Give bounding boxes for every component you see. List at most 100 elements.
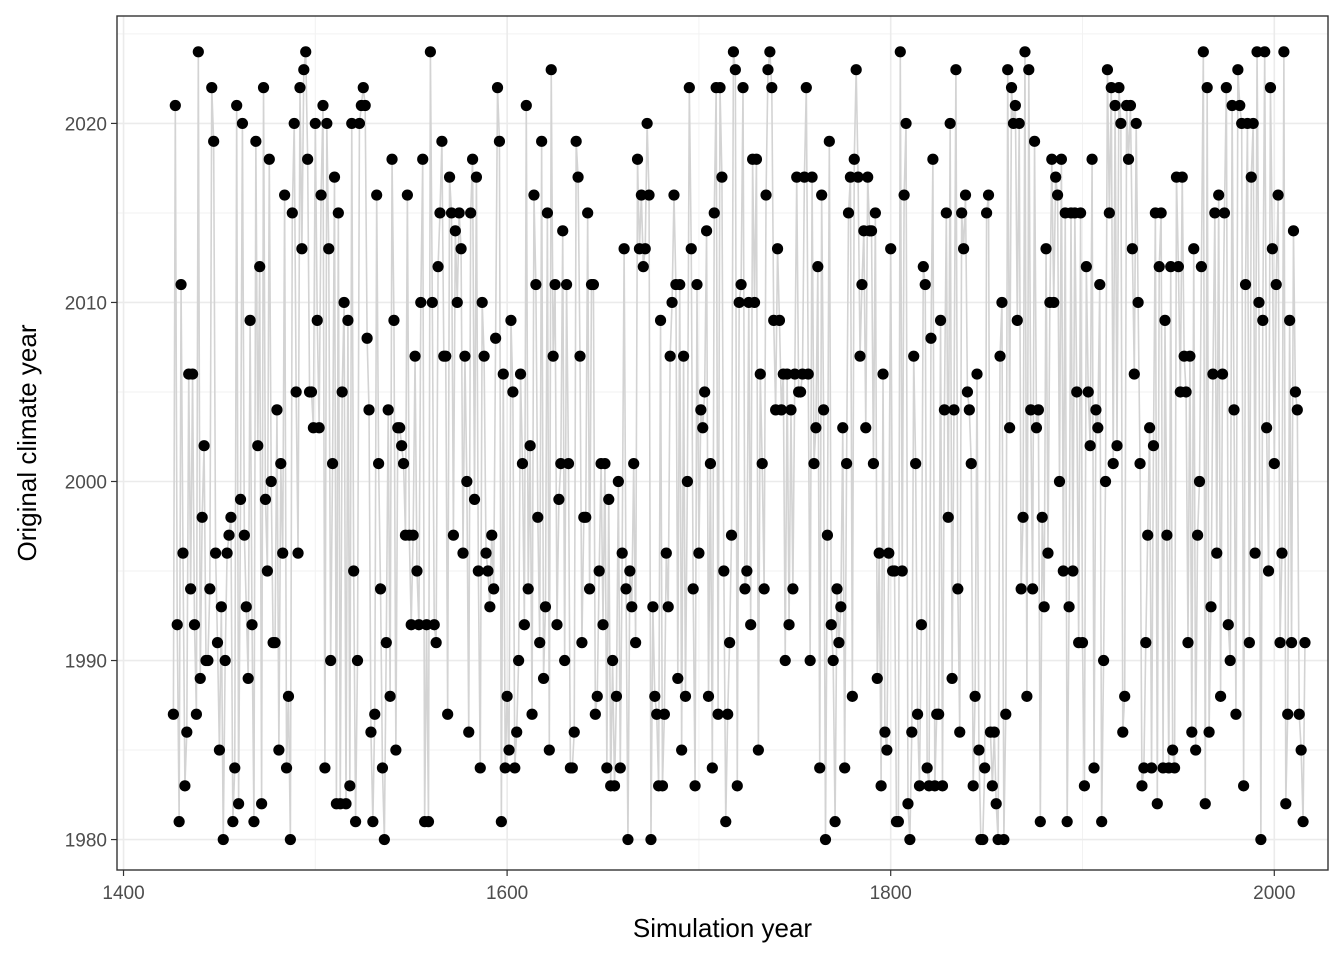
data-point bbox=[1209, 207, 1221, 219]
data-point bbox=[568, 726, 580, 738]
data-point bbox=[480, 547, 492, 559]
data-point bbox=[1051, 189, 1064, 201]
data-point bbox=[1109, 99, 1121, 112]
data-point bbox=[338, 296, 350, 309]
data-point bbox=[888, 565, 901, 577]
data-point bbox=[783, 619, 795, 631]
data-point bbox=[842, 207, 855, 219]
data-point bbox=[472, 565, 484, 577]
data-point bbox=[608, 780, 621, 792]
data-point bbox=[1251, 46, 1263, 58]
data-point bbox=[679, 690, 692, 702]
data-point bbox=[430, 637, 442, 649]
data-point bbox=[365, 726, 377, 738]
data-point bbox=[827, 654, 839, 667]
data-point bbox=[1084, 440, 1096, 452]
data-point bbox=[413, 619, 425, 631]
data-point bbox=[488, 583, 500, 595]
data-point bbox=[954, 726, 966, 738]
data-point bbox=[965, 457, 977, 470]
data-point bbox=[662, 601, 674, 613]
data-point bbox=[806, 171, 818, 183]
data-point bbox=[1234, 99, 1246, 112]
data-point bbox=[911, 708, 924, 720]
data-point bbox=[1086, 153, 1098, 165]
data-point bbox=[831, 583, 843, 595]
data-point bbox=[666, 296, 678, 309]
data-point bbox=[499, 762, 511, 774]
data-point bbox=[463, 726, 475, 738]
data-point bbox=[555, 457, 567, 470]
data-point bbox=[1159, 314, 1171, 326]
data-point bbox=[528, 189, 540, 201]
x-tick-label: 1400 bbox=[102, 883, 144, 904]
data-point bbox=[453, 207, 465, 219]
data-point bbox=[388, 314, 400, 326]
data-point bbox=[1207, 368, 1219, 380]
data-point bbox=[587, 278, 600, 291]
data-point bbox=[1285, 637, 1298, 649]
data-point bbox=[1199, 798, 1211, 810]
data-point bbox=[934, 314, 947, 326]
data-point bbox=[376, 762, 389, 774]
data-point bbox=[1184, 350, 1196, 362]
data-point bbox=[589, 708, 601, 720]
data-point bbox=[829, 816, 841, 828]
data-point bbox=[1057, 565, 1069, 577]
data-point bbox=[257, 82, 270, 94]
data-point bbox=[607, 654, 619, 667]
data-point bbox=[486, 529, 498, 541]
data-point bbox=[998, 833, 1010, 846]
data-point bbox=[302, 153, 314, 165]
data-point bbox=[869, 207, 881, 219]
data-point bbox=[647, 601, 659, 613]
data-point bbox=[637, 261, 649, 273]
data-point bbox=[1019, 46, 1031, 58]
data-point bbox=[1195, 261, 1208, 273]
data-point bbox=[910, 457, 922, 470]
data-point bbox=[1013, 117, 1025, 130]
data-point bbox=[336, 386, 348, 398]
data-point bbox=[1239, 278, 1252, 291]
data-point bbox=[1280, 798, 1292, 810]
data-point bbox=[741, 565, 753, 577]
data-point bbox=[720, 816, 732, 828]
data-point bbox=[482, 565, 494, 577]
data-point bbox=[766, 82, 778, 94]
data-point bbox=[426, 296, 438, 309]
data-point bbox=[854, 350, 866, 362]
data-point bbox=[981, 207, 993, 219]
data-point bbox=[181, 726, 193, 738]
data-point bbox=[1224, 654, 1236, 667]
data-point bbox=[217, 833, 229, 846]
data-point bbox=[202, 654, 214, 667]
x-axis-title: Simulation year bbox=[633, 913, 813, 943]
data-point bbox=[457, 547, 469, 559]
data-point bbox=[787, 583, 799, 595]
data-point bbox=[875, 780, 887, 792]
data-point bbox=[942, 511, 954, 523]
data-point bbox=[601, 762, 613, 774]
data-point bbox=[1299, 637, 1311, 649]
data-point bbox=[1218, 207, 1231, 219]
data-point bbox=[1253, 296, 1265, 309]
data-point bbox=[624, 565, 636, 577]
data-point bbox=[823, 135, 835, 147]
data-point bbox=[557, 225, 569, 237]
data-point bbox=[185, 583, 197, 595]
data-point bbox=[956, 207, 968, 219]
data-point bbox=[1101, 64, 1114, 76]
data-point bbox=[1050, 171, 1062, 183]
data-point bbox=[1046, 153, 1058, 165]
data-point bbox=[733, 296, 745, 309]
data-point bbox=[530, 278, 542, 291]
data-point bbox=[1067, 565, 1079, 577]
data-point bbox=[973, 744, 985, 756]
data-point bbox=[848, 153, 860, 165]
data-point bbox=[344, 780, 356, 792]
data-point bbox=[1203, 726, 1215, 738]
data-point bbox=[361, 332, 373, 344]
data-point bbox=[1193, 475, 1206, 488]
data-point bbox=[789, 368, 801, 380]
data-point bbox=[1142, 529, 1154, 541]
